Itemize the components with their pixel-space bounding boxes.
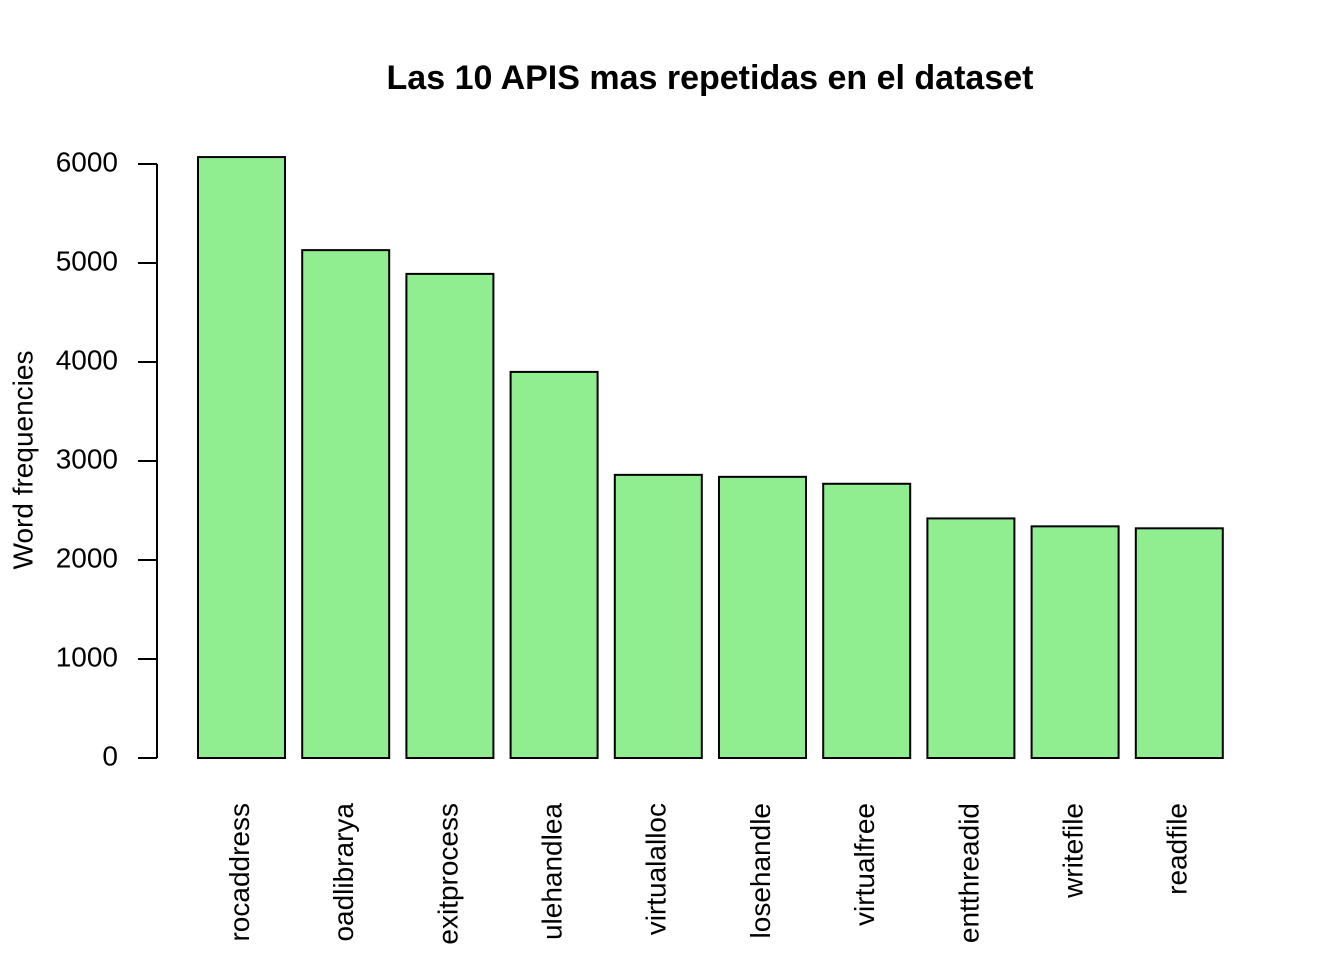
x-tick-label: virtualfree (849, 803, 880, 926)
bar (926, 517, 1016, 759)
x-tick-label: writefile (1057, 803, 1088, 899)
chart-title: Las 10 APIS mas repetidas en el dataset (387, 59, 1034, 97)
bar (613, 473, 703, 759)
y-tick-label: 6000 (56, 146, 118, 177)
x-tick-label: losehandle (745, 803, 776, 938)
bar (197, 156, 286, 759)
bar (822, 482, 912, 759)
x-tick-label: oadlibrarya (328, 803, 359, 942)
x-tick-label: rocaddress (224, 803, 255, 942)
bar (301, 249, 391, 759)
x-tick-label: readfile (1162, 803, 1193, 895)
bar (718, 475, 807, 759)
y-tick-label: 5000 (56, 245, 118, 276)
bar (1030, 525, 1120, 760)
bar (1134, 527, 1224, 759)
x-tick-label: ulehandlea (536, 803, 567, 940)
y-axis-label: Word frequencies (7, 351, 38, 570)
y-tick-label: 2000 (56, 542, 118, 573)
x-tick-label: exitprocess (432, 803, 463, 945)
bar (405, 272, 495, 759)
x-tick-label: entthreadid (953, 803, 984, 943)
y-tick-label: 4000 (56, 344, 118, 375)
y-tick-label: 0 (102, 740, 118, 771)
x-tick-label: virtualalloc (641, 803, 672, 935)
y-tick-label: 1000 (56, 641, 118, 672)
y-tick-label: 3000 (56, 443, 118, 474)
bar (509, 370, 599, 759)
